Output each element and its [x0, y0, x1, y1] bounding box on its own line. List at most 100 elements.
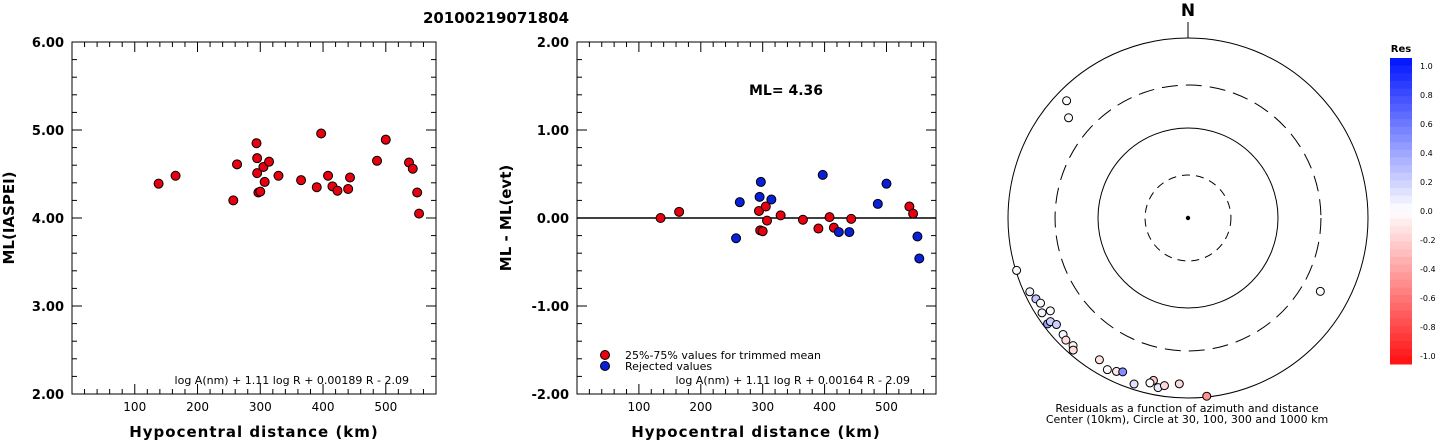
colorbar-cell: [1390, 103, 1412, 113]
formula-label: log A(nm) + 1.11 log R + 0.00164 R - 2.0…: [676, 374, 910, 387]
y-tick-label: 4.00: [32, 212, 64, 227]
data-point: [766, 194, 777, 205]
data-point: [914, 253, 925, 264]
colorbar-cell: [1390, 287, 1412, 296]
colorbar-tick-label: -0.4: [1420, 265, 1436, 274]
data-point: [755, 176, 766, 187]
data-point: [872, 198, 883, 209]
x-tick-label: 400: [813, 400, 836, 414]
data-point: [255, 186, 266, 197]
station-residual-marker: [1102, 365, 1112, 375]
station-residual-marker: [1051, 320, 1061, 330]
data-point: [881, 178, 892, 189]
x-tick-label: 100: [627, 400, 650, 414]
formula-label: log A(nm) + 1.11 log R + 0.00189 R - 2.0…: [175, 374, 409, 387]
data-point: [345, 172, 356, 183]
colorbar-cell: [1390, 134, 1412, 143]
data-point: [817, 169, 828, 180]
colorbar-cell: [1390, 218, 1412, 227]
data-point: [912, 231, 923, 242]
y-tick-label: 6.00: [32, 36, 64, 51]
data-point: [813, 223, 824, 234]
y-tick-label: 2.00: [537, 36, 569, 51]
residual-chart: ML - ML(evt) Hypocentral distance (km) M…: [497, 36, 937, 441]
station-residual-marker: [1094, 355, 1104, 365]
station-residual-marker: [1025, 287, 1035, 297]
station-residual-marker: [1012, 265, 1022, 275]
north-label: N: [1181, 1, 1195, 21]
colorbar-cell: [1390, 142, 1412, 151]
data-point: [316, 128, 327, 139]
colorbar-cell: [1390, 302, 1412, 311]
colorbar-cell: [1390, 279, 1412, 288]
x-tick-label: 200: [689, 400, 712, 414]
data-point: [228, 195, 239, 206]
y-axis-label: ML - ML(evt): [497, 165, 515, 271]
colorbar-cell: [1390, 325, 1412, 334]
colorbar-cell: [1390, 272, 1412, 281]
colorbar-tick-label: 0.8: [1420, 91, 1433, 100]
colorbar-cell: [1390, 172, 1412, 181]
x-tick-label: 300: [751, 400, 774, 414]
data-point: [251, 138, 262, 149]
colorbar-cell: [1390, 126, 1412, 135]
x-tick-label: 500: [374, 400, 397, 414]
data-point: [273, 170, 284, 181]
data-point: [734, 197, 745, 208]
station-residual-marker: [1068, 345, 1078, 355]
magnitude-chart: ML(IASPEI) Hypocentral distance (km) log…: [0, 36, 437, 441]
colorbar-cell: [1390, 295, 1412, 304]
colorbar-cell: [1390, 264, 1412, 273]
data-point: [252, 168, 263, 179]
station-residual-marker: [1062, 96, 1072, 106]
colorbar-tick-label: -1.0: [1420, 352, 1436, 361]
data-point: [833, 227, 844, 238]
station-residual-marker: [1202, 391, 1212, 401]
station-residual-marker: [1045, 306, 1055, 316]
colorbar-cell: [1390, 80, 1412, 90]
data-point: [232, 159, 243, 170]
colorbar: 1.0 0.8 0.6 0.4 0.2 0.0 -0.2 -0.4 -0.6 -0.8 -1.0: [1390, 58, 1436, 365]
colorbar-tick-label: 1.0: [1420, 62, 1433, 71]
y-tick-label: 2.00: [32, 388, 64, 403]
data-point: [762, 215, 773, 226]
data-point: [674, 206, 685, 217]
legend-label-rejected: Rejected values: [625, 360, 712, 373]
y-tick-label: 1.00: [537, 124, 569, 139]
station-residual-marker: [1118, 367, 1128, 377]
colorbar-cell: [1390, 249, 1412, 258]
data-point: [757, 226, 768, 237]
station-residual-marker: [1315, 286, 1325, 296]
colorbar-cell: [1390, 318, 1412, 327]
legend-marker-rejected: [600, 361, 610, 371]
colorbar-cell: [1390, 211, 1412, 220]
colorbar-cell: [1390, 73, 1412, 82]
colorbar-cell: [1390, 241, 1412, 250]
data-point: [170, 170, 181, 181]
y-tick-label: 5.00: [32, 124, 64, 139]
data-point: [731, 233, 742, 244]
station-residual-marker: [1145, 378, 1155, 388]
colorbar-cell: [1390, 341, 1412, 350]
x-axis-label: Hypocentral distance (km): [631, 423, 881, 441]
data-point: [908, 208, 919, 219]
plot-frame: [71, 41, 437, 395]
ring-300km: [1054, 84, 1322, 352]
azimuth-residual-plot: N Residuals as a function of azimuth and…: [1007, 1, 1436, 426]
colorbar-cell: [1390, 149, 1412, 158]
data-point: [407, 163, 418, 174]
colorbar-cell: [1390, 233, 1412, 243]
colorbar-tick-label: 0.0: [1420, 207, 1433, 216]
data-point: [296, 175, 307, 186]
data-point: [797, 214, 808, 225]
data-point: [844, 227, 855, 238]
x-axis-label: Hypocentral distance (km): [129, 423, 379, 441]
data-point: [824, 212, 835, 223]
data-point: [259, 176, 270, 187]
station-residual-marker: [1159, 381, 1169, 391]
polar-caption-line1: Residuals as a function of azimuth and d…: [1055, 402, 1318, 415]
figure-title: 20100219071804: [423, 9, 569, 27]
colorbar-cell: [1390, 333, 1412, 342]
x-tick-label: 200: [186, 400, 209, 414]
outer-ring-1000km: [1007, 37, 1369, 399]
